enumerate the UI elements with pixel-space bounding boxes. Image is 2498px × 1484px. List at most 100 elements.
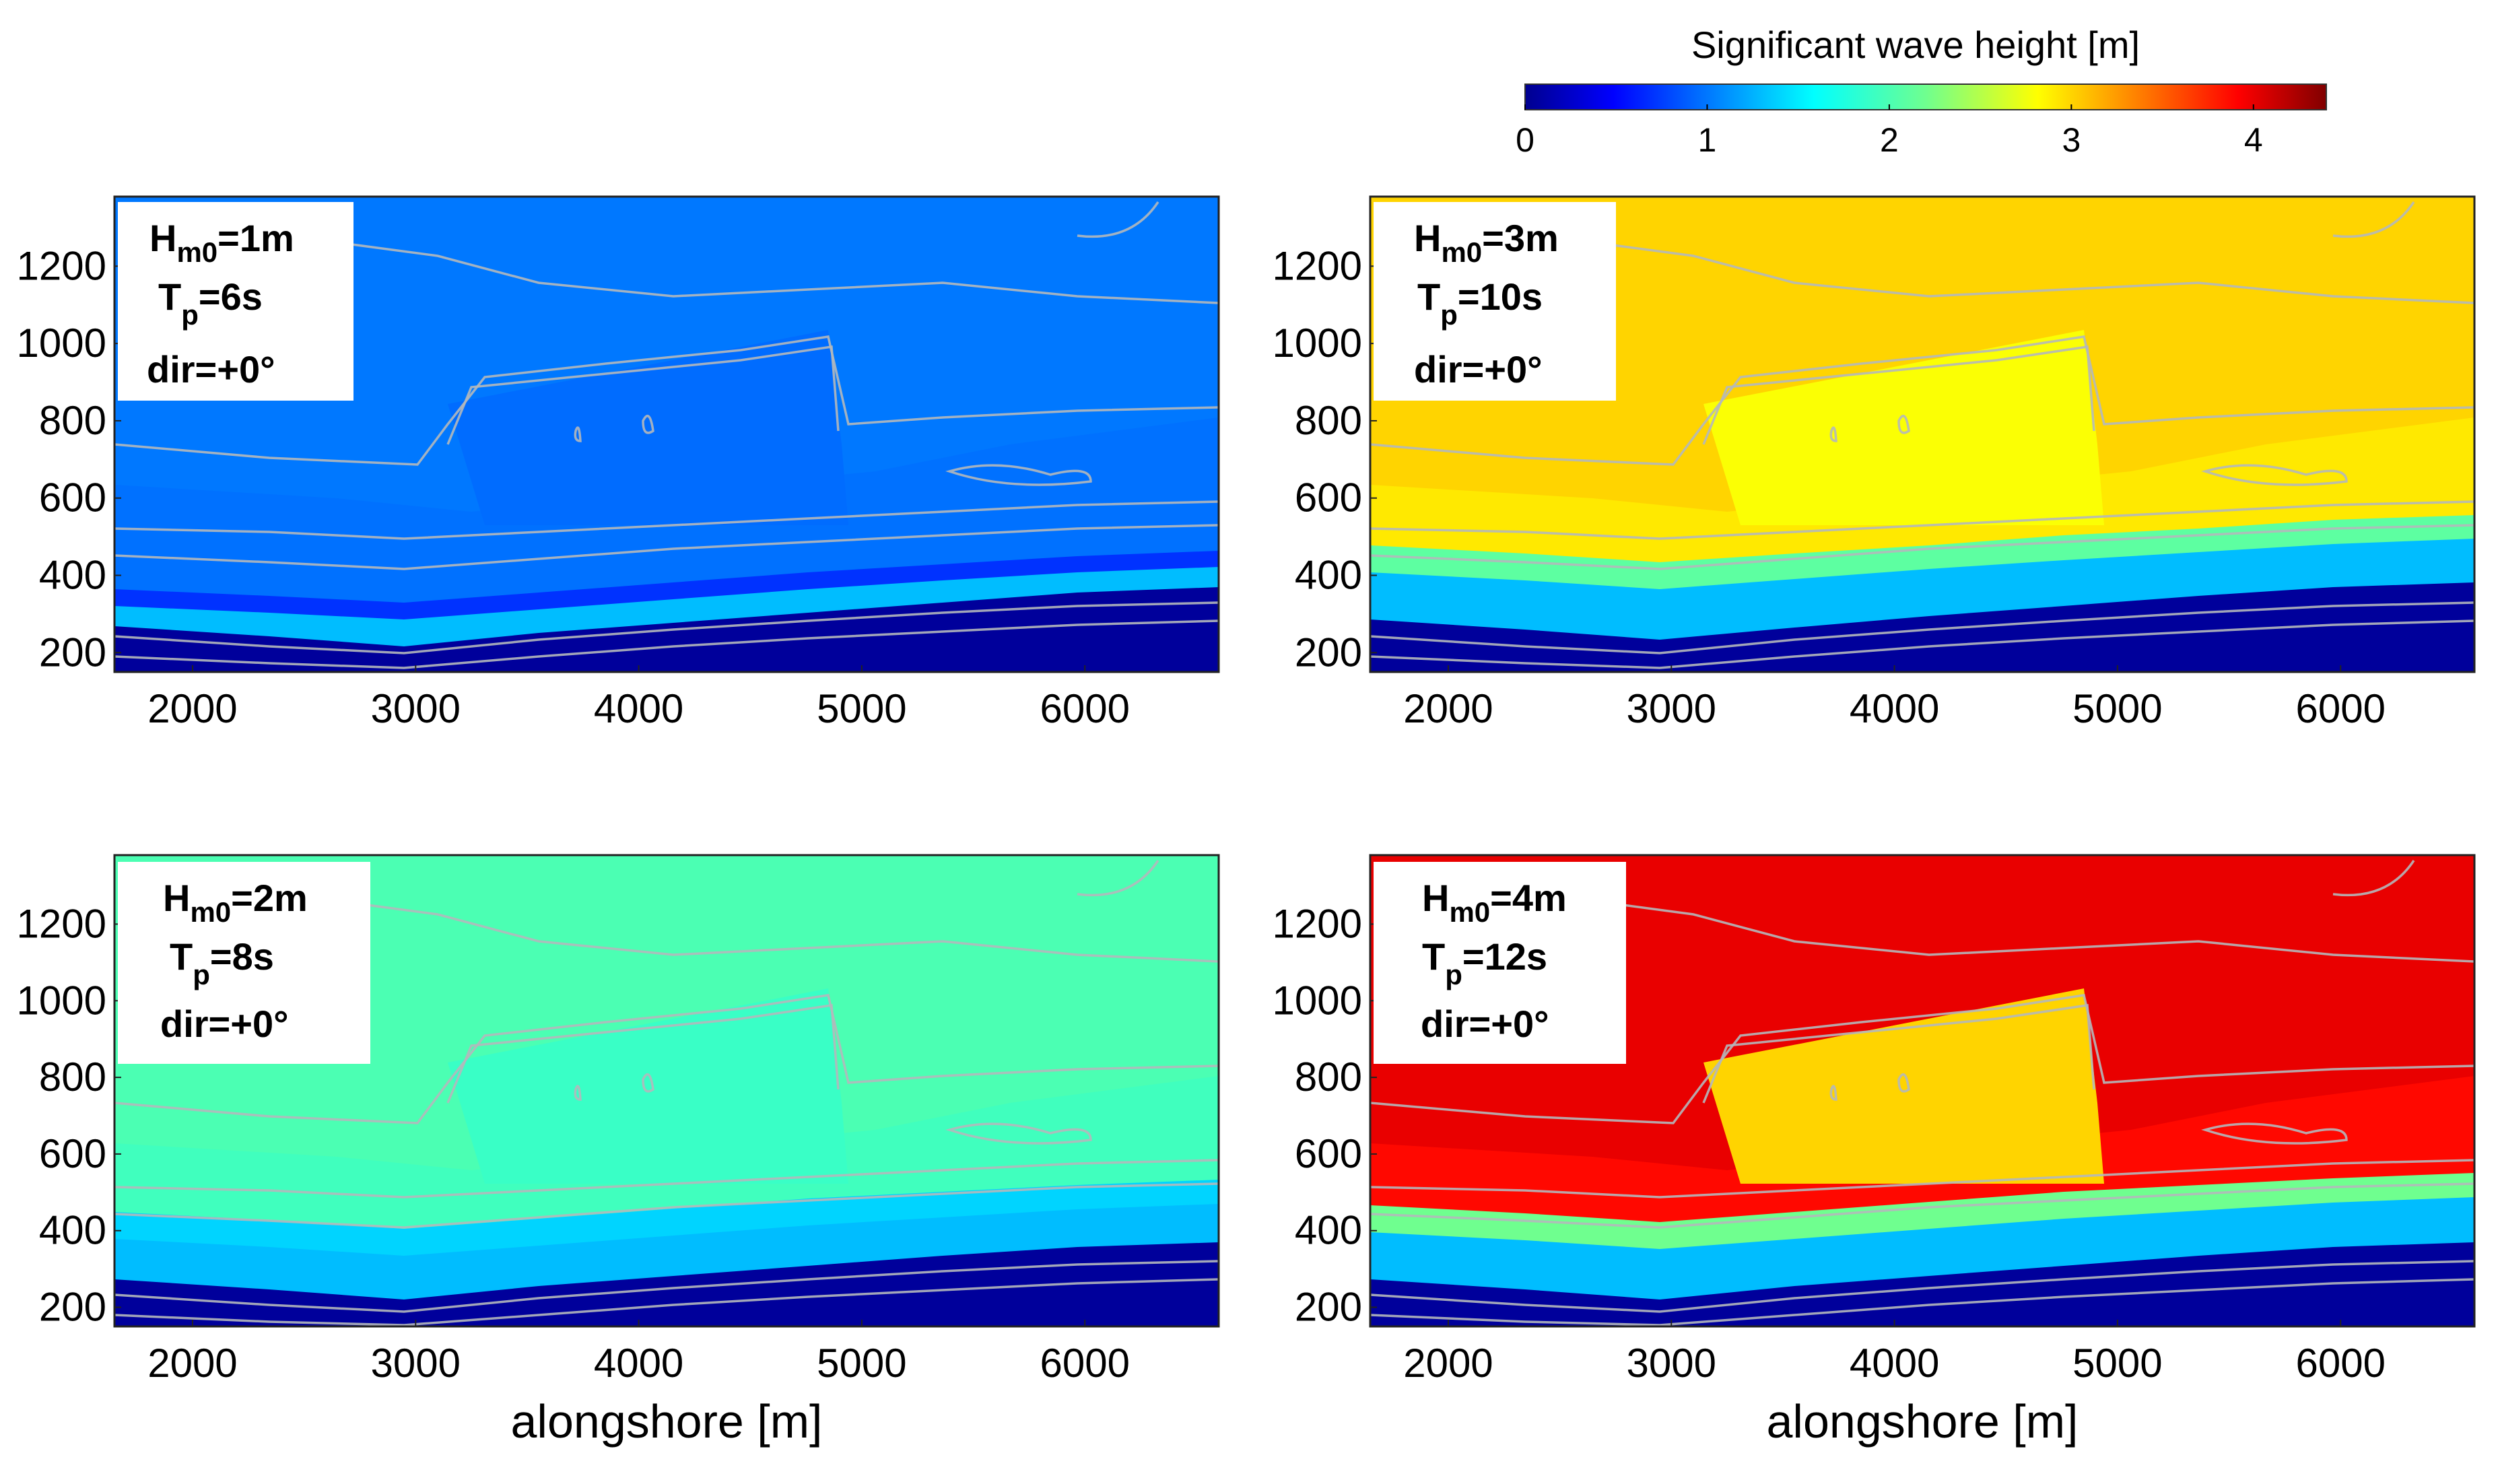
- x-tick-label: 6000: [2295, 1341, 2385, 1386]
- x-tick-label: 2000: [147, 1341, 237, 1386]
- dry-zone: [1370, 582, 2474, 672]
- y-tick-label: 800: [1295, 1054, 1362, 1100]
- colorbar-tick-label: 4: [2244, 121, 2263, 159]
- y-tick-label: 1200: [1273, 243, 1362, 288]
- y-axis-ticks: 200 400 600 800 1000 1200: [1273, 901, 1377, 1330]
- y-axis-ticks: 200 400 600 800 1000 1200: [17, 243, 121, 675]
- bathymetry-contours: [114, 860, 1219, 1326]
- x-tick-label: 5000: [817, 686, 906, 731]
- y-tick-label: 200: [1295, 1285, 1362, 1330]
- plot-frame: [1369, 854, 2476, 1328]
- colorbar-tick-label: 3: [2062, 121, 2081, 159]
- x-axis-label: alongshore [m]: [1766, 1395, 2078, 1448]
- x-tick-label: 4000: [594, 1341, 683, 1386]
- y-tick-label: 200: [39, 1285, 106, 1330]
- x-tick-label: 3000: [1627, 686, 1716, 731]
- y-tick-label: 600: [39, 1131, 106, 1176]
- y-tick-label: 1000: [1273, 978, 1362, 1023]
- hm0-label: Hm0=2m: [163, 877, 308, 928]
- colorbar-tick-label: 2: [1880, 121, 1899, 159]
- panel-hm0-4m: 200 400 600 800 1000 1200 2000 3000 4000 5000 600…: [1273, 854, 2476, 1448]
- y-tick-label: 400: [1295, 1208, 1362, 1253]
- x-tick-label: 2000: [1403, 1341, 1493, 1386]
- sheltered-area: [1703, 330, 2104, 525]
- x-axis-label: alongshore [m]: [510, 1395, 822, 1448]
- wave-parameters-box: Hm0=2m Tp=8s dir=+0°: [118, 862, 370, 1064]
- hm0-label: Hm0=3m: [1414, 217, 1559, 268]
- colorbar: Significant wave height [m] 0 1 2 3 4: [1516, 24, 2327, 159]
- y-tick-label: 200: [1295, 630, 1362, 675]
- y-tick-label: 400: [39, 1208, 106, 1253]
- x-tick-label: 3000: [371, 1341, 461, 1386]
- bathymetry-contours: [1370, 201, 2474, 669]
- y-tick-label: 1000: [17, 978, 106, 1023]
- y-tick-label: 1000: [17, 321, 106, 366]
- dry-zone: [114, 1242, 1219, 1326]
- sheltered-area: [448, 330, 848, 525]
- panel-hm0-3m: 200 400 600 800 1000 1200 2000 3000 4000 5000 600…: [1273, 195, 2476, 731]
- dry-zone: [1370, 1242, 2474, 1326]
- bathymetry-contours: [1370, 860, 2474, 1326]
- x-tick-label: 4000: [1850, 686, 1939, 731]
- x-tick-label: 4000: [1850, 1341, 1939, 1386]
- y-tick-label: 1200: [1273, 901, 1362, 946]
- x-tick-label: 5000: [2072, 686, 2162, 731]
- wave-parameters-box: Hm0=3m Tp=10s dir=+0°: [1374, 202, 1616, 401]
- dir-label: dir=+0°: [1414, 348, 1543, 391]
- panel-hm0-1m: 200 400 600 800 1000 1200 2000 3000 4000 5000 600…: [17, 195, 1220, 731]
- tp-label: Tp=8s: [170, 935, 274, 990]
- wave-parameters-box: Hm0=4m Tp=12s dir=+0°: [1374, 862, 1626, 1064]
- y-tick-label: 800: [39, 1054, 106, 1100]
- wave-parameters-box: Hm0=1m Tp=6s dir=+0°: [118, 202, 353, 401]
- y-tick-label: 200: [39, 630, 106, 675]
- colorbar-tick-label: 1: [1698, 121, 1717, 159]
- sheltered-area: [448, 988, 848, 1184]
- sheltered-area: [1703, 988, 2104, 1184]
- x-tick-label: 3000: [371, 686, 461, 731]
- y-tick-label: 800: [1295, 398, 1362, 443]
- x-axis-ticks: 2000 3000 4000 5000 6000: [1403, 665, 2386, 731]
- colorbar-title: Significant wave height [m]: [1691, 24, 2140, 66]
- dir-label: dir=+0°: [147, 348, 275, 391]
- y-tick-label: 800: [39, 398, 106, 443]
- plot-frame: [1369, 195, 2476, 673]
- wave-height-field: [1370, 855, 2474, 1326]
- wave-height-field: [1370, 197, 2474, 672]
- x-axis-ticks: 2000 3000 4000 5000 6000: [147, 665, 1130, 731]
- tp-label: Tp=6s: [158, 275, 263, 331]
- tp-label: Tp=10s: [1417, 275, 1543, 331]
- x-tick-label: 4000: [594, 686, 683, 731]
- y-tick-label: 1200: [17, 901, 106, 946]
- y-tick-label: 400: [1295, 553, 1362, 598]
- bathymetry-contours: [114, 201, 1219, 669]
- plot-frame: [113, 195, 1220, 673]
- y-tick-label: 600: [1295, 475, 1362, 520]
- y-tick-label: 1200: [17, 243, 106, 288]
- dir-label: dir=+0°: [160, 1003, 289, 1045]
- y-axis-ticks: 200 400 600 800 1000 1200: [1273, 243, 1377, 675]
- y-tick-label: 1000: [1273, 321, 1362, 366]
- hm0-label: Hm0=1m: [149, 217, 294, 268]
- x-tick-label: 5000: [2072, 1341, 2162, 1386]
- x-tick-label: 6000: [2295, 686, 2385, 731]
- colorbar-ticks: 0 1 2 3 4: [1516, 104, 2263, 159]
- plot-frame: [113, 854, 1220, 1328]
- y-tick-label: 400: [39, 553, 106, 598]
- x-tick-label: 2000: [1403, 686, 1493, 731]
- panel-hm0-2m: 200 400 600 800 1000 1200 2000 3000 4000 5000 600…: [17, 854, 1220, 1448]
- x-tick-label: 5000: [817, 1341, 906, 1386]
- tp-label: Tp=12s: [1422, 935, 1547, 990]
- y-tick-label: 600: [1295, 1131, 1362, 1176]
- y-tick-label: 600: [39, 475, 106, 520]
- x-tick-label: 6000: [1040, 1341, 1129, 1386]
- colorbar-tick-label: 0: [1516, 121, 1534, 159]
- dir-label: dir=+0°: [1421, 1003, 1549, 1045]
- x-tick-label: 3000: [1627, 1341, 1716, 1386]
- x-axis-ticks: 2000 3000 4000 5000 6000: [1403, 1320, 2386, 1386]
- hm0-label: Hm0=4m: [1422, 877, 1567, 928]
- colorbar-gradient: [1524, 83, 2327, 110]
- y-axis-ticks: 200 400 600 800 1000 1200: [17, 901, 121, 1330]
- x-axis-ticks: 2000 3000 4000 5000 6000: [147, 1320, 1130, 1386]
- x-tick-label: 2000: [147, 686, 237, 731]
